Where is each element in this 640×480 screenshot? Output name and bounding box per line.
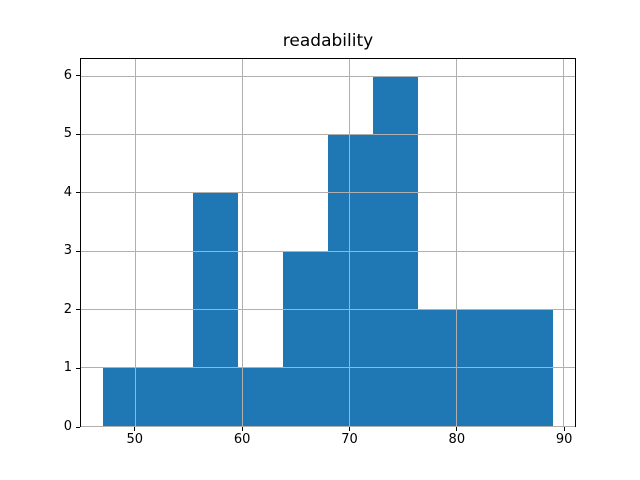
y-tick-mark bbox=[76, 309, 80, 311]
y-tick-mark bbox=[76, 192, 80, 194]
y-tick-mark bbox=[76, 367, 80, 369]
y-tick-label: 4 bbox=[63, 184, 72, 200]
horizontal-gridline bbox=[81, 134, 575, 136]
x-tick-mark bbox=[563, 427, 565, 431]
vertical-gridline bbox=[135, 59, 137, 426]
y-tick-mark bbox=[76, 250, 80, 252]
vertical-gridline bbox=[562, 59, 564, 426]
x-tick-label: 50 bbox=[126, 432, 144, 447]
horizontal-gridline bbox=[81, 425, 575, 427]
chart-title: readability bbox=[282, 31, 374, 51]
x-tick-mark bbox=[348, 427, 350, 431]
vertical-gridline bbox=[455, 59, 457, 426]
horizontal-gridline bbox=[81, 309, 575, 310]
histogram-bar bbox=[238, 367, 284, 426]
horizontal-gridline bbox=[81, 192, 575, 194]
x-tick-mark bbox=[134, 427, 136, 431]
horizontal-gridline bbox=[81, 75, 575, 77]
y-tick-mark bbox=[76, 426, 80, 428]
y-tick-label: 5 bbox=[63, 126, 72, 142]
histogram-bar bbox=[148, 367, 194, 426]
histogram-bar bbox=[283, 251, 328, 426]
horizontal-gridline bbox=[81, 250, 575, 252]
vertical-gridline bbox=[348, 59, 350, 426]
histogram-bar bbox=[328, 134, 373, 426]
vertical-gridline bbox=[241, 59, 243, 426]
y-tick-label: 3 bbox=[63, 243, 72, 259]
x-tick-label: 60 bbox=[233, 432, 251, 447]
histogram-bar bbox=[103, 367, 149, 426]
x-tick-label: 80 bbox=[448, 432, 466, 447]
x-tick-label: 90 bbox=[555, 432, 573, 447]
y-tick-label: 1 bbox=[63, 360, 72, 376]
horizontal-gridline bbox=[81, 367, 575, 369]
y-tick-label: 6 bbox=[63, 67, 72, 83]
y-tick-label: 2 bbox=[63, 301, 72, 317]
y-tick-mark bbox=[76, 75, 80, 77]
x-tick-label: 70 bbox=[341, 432, 358, 447]
x-tick-mark bbox=[241, 427, 243, 431]
x-tick-mark bbox=[456, 427, 458, 431]
y-tick-label: 0 bbox=[63, 419, 72, 434]
plot-area bbox=[80, 58, 576, 427]
y-tick-mark bbox=[76, 133, 80, 135]
